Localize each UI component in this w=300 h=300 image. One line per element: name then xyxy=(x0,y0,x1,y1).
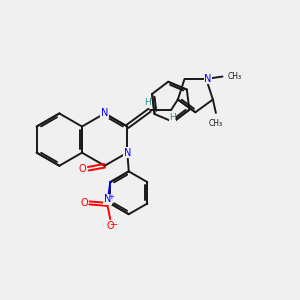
Text: N: N xyxy=(104,194,111,204)
Text: H: H xyxy=(144,98,151,107)
Text: CH₃: CH₃ xyxy=(228,72,242,81)
Text: +: + xyxy=(109,194,114,200)
Text: O: O xyxy=(80,198,88,208)
Text: CH₃: CH₃ xyxy=(209,119,223,128)
Text: N: N xyxy=(124,148,131,158)
Text: O: O xyxy=(106,221,114,231)
Text: N: N xyxy=(204,74,212,84)
Text: H: H xyxy=(169,113,176,122)
Text: O: O xyxy=(79,164,86,174)
Text: N: N xyxy=(101,108,108,118)
Text: −: − xyxy=(110,220,118,230)
